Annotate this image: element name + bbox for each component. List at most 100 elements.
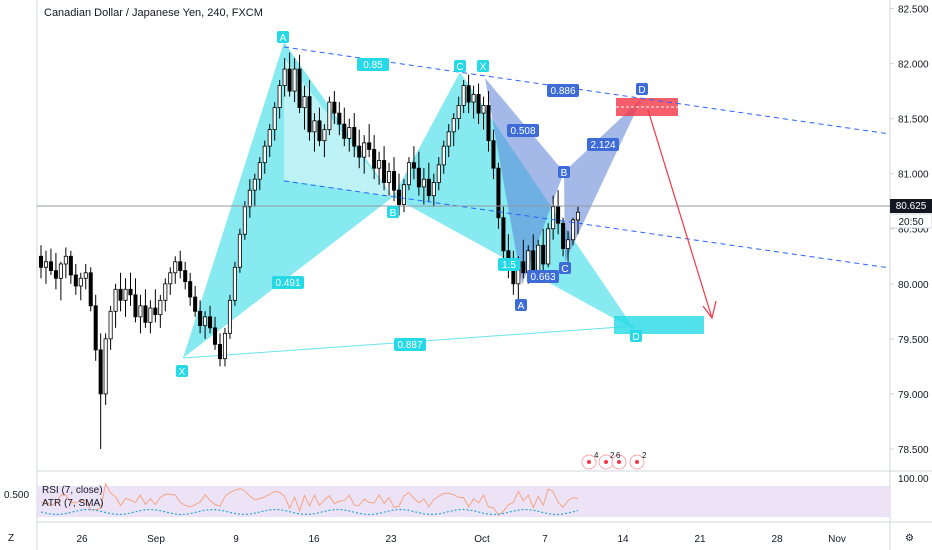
chart-title: Canadian Dollar / Japanese Yen, 240, FXC… [44, 7, 263, 19]
projection-line-red[interactable] [647, 109, 713, 319]
candle-body [242, 206, 247, 235]
pattern2-bcd [564, 98, 642, 262]
settings-icon[interactable]: ⚙ [905, 533, 914, 544]
candle-body [128, 288, 133, 296]
harmonic-pattern-blue[interactable] [485, 78, 678, 285]
x-tick-label: Oct [474, 534, 490, 545]
candle-body [342, 123, 347, 139]
candle-body [362, 142, 367, 158]
candle-body [183, 270, 188, 282]
point-d2-label: D [638, 85, 645, 96]
candle-body [441, 145, 446, 166]
candle-body [322, 129, 327, 142]
rsi-line [40, 482, 579, 517]
candle-body [436, 164, 441, 183]
point-x2-label: X [480, 62, 487, 73]
candle-body [486, 105, 491, 142]
ratio-label-1-5: 1.5 [502, 260, 516, 271]
ratio-label-0663: 0.663 [530, 272, 555, 283]
candle-body [118, 288, 123, 301]
point-a-label: A [280, 33, 287, 44]
svg-text:6: 6 [616, 451, 621, 460]
y-tick-label: 81.000 [898, 170, 929, 181]
candle-body [302, 96, 307, 109]
ratio-label-0887: 0.887 [397, 340, 422, 351]
candle-body [148, 307, 153, 323]
candle-body [406, 162, 411, 186]
current-price-tag: 80.625 20:50 [889, 199, 932, 229]
candle-body [78, 277, 83, 287]
candle-body [526, 250, 531, 274]
candle-body [217, 343, 223, 360]
point-c2-label: C [561, 264, 568, 275]
candle-body [48, 261, 53, 271]
candle-body [193, 296, 198, 312]
candle-body [232, 266, 237, 301]
candle-body [317, 120, 322, 142]
candle-body [471, 93, 476, 103]
candle-body [292, 68, 297, 92]
candle-body [143, 305, 148, 323]
pattern-point-labels-cyan: A C X B X D 0.491 0.887 0.85 1.5 [176, 31, 642, 378]
candle-body [267, 129, 272, 147]
candle-body [421, 178, 426, 188]
y-tick-label: 82.000 [898, 60, 929, 71]
candle-body [138, 305, 143, 318]
svg-text:2: 2 [642, 451, 647, 460]
candle-body [113, 288, 118, 312]
candle-body [43, 261, 48, 268]
candle-body [571, 219, 576, 241]
candle-body [53, 270, 58, 279]
candle-body [287, 68, 292, 92]
point-b2-label: B [561, 168, 568, 179]
time-axis[interactable]: 26 Sep 9 16 23 Oct 7 14 21 28 Nov [76, 534, 845, 545]
atr-legend: ATR (7, SMA) [42, 498, 103, 509]
candle-body [58, 263, 63, 279]
pattern-point-labels-blue: 0.886 D 0.508 2.124 B 0.663 C A [507, 83, 648, 312]
point-x-label: X [179, 367, 186, 378]
candle-body [411, 162, 416, 169]
candle-body [337, 112, 342, 125]
candle-body [198, 310, 203, 327]
candle-body [347, 127, 352, 139]
candle-body [327, 101, 332, 131]
candle-body [257, 162, 262, 180]
candle-body [108, 310, 113, 340]
candle-body [282, 68, 287, 86]
candle-body [546, 228, 551, 265]
point-b-label: B [390, 208, 397, 219]
candle-body [247, 189, 252, 208]
candle-body [163, 283, 168, 301]
candle-body [367, 142, 372, 150]
x-tick-label: 28 [771, 534, 783, 545]
candle-body [277, 85, 282, 109]
zoom-icon[interactable]: Z [8, 533, 14, 544]
candle-body [153, 307, 158, 316]
point-d-label: D [632, 332, 639, 343]
rsi-band [37, 486, 890, 517]
candle-body [431, 182, 436, 197]
candle-body [456, 105, 461, 120]
candle-body [541, 244, 546, 265]
indicator-pane[interactable]: RSI (7, close) ATR (7, SMA) 0.500 100.00 [4, 474, 929, 517]
atr-line [40, 508, 579, 516]
ratio-label-0508: 0.508 [510, 126, 535, 137]
countdown-value: 20:50 [898, 217, 923, 228]
candle-body [188, 281, 193, 298]
candle-body [352, 127, 357, 147]
candle-body [213, 327, 218, 345]
candle-body [556, 206, 561, 224]
candle-body [168, 272, 173, 285]
channel-lower-line[interactable] [283, 180, 891, 269]
price-axis[interactable]: 82.500 82.000 81.500 81.000 80.500 80.000 79.5… [890, 5, 929, 456]
candle-body [297, 68, 302, 109]
candle-body [496, 167, 501, 219]
ratio-label-top: 0.85 [363, 60, 383, 71]
candle-body [262, 145, 267, 164]
event-markers[interactable]: 4 2 6 2 [581, 451, 647, 470]
candle-body [416, 167, 421, 188]
prz-box-cyan[interactable] [614, 316, 704, 334]
x-tick-label: 9 [233, 534, 239, 545]
candle-body [521, 261, 526, 274]
